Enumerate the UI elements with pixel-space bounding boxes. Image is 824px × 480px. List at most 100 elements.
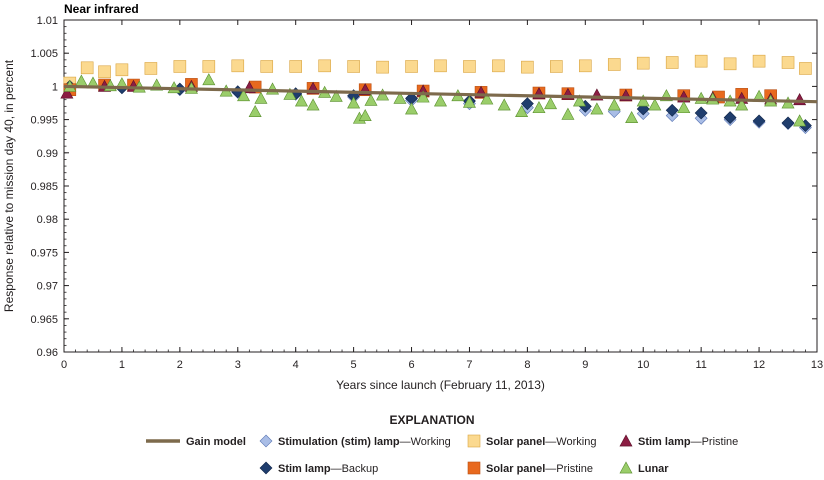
y-tick-label: 0.985: [30, 181, 58, 193]
legend-item-stimulation-stim-lamp-working: Stimulation (stim) lamp—Working: [259, 434, 451, 448]
lunar-point: [405, 102, 419, 115]
x-tick-label: 8: [524, 359, 530, 371]
x-axis: 0 1 2 3 4 5 6 7 8 9 10 11 12 13: [61, 20, 823, 371]
legend-label: Gain model: [186, 436, 246, 448]
x-tick-label: 11: [695, 359, 706, 371]
lunar-point: [793, 114, 807, 127]
legend-item-stim-lamp-backup: Stim lamp—Backup: [259, 461, 378, 475]
lunar-point: [480, 92, 494, 105]
solar-panel-working-point: [173, 60, 187, 73]
legend-label-rest: —Backup: [331, 463, 379, 475]
lunar-point: [266, 82, 280, 95]
legend-label-bold: Solar panel: [486, 463, 545, 475]
x-tick-label: 1: [119, 359, 125, 371]
x-tick-label: 9: [582, 359, 588, 371]
legend-swatch: [619, 434, 633, 447]
solar-panel-working-point: [607, 58, 621, 71]
solar-panel-working-point: [723, 57, 737, 71]
lunar-point: [515, 105, 529, 118]
solar-panel-working-point: [521, 60, 534, 74]
stim-lamp-backup-point: [781, 116, 795, 130]
solar-panel-working-point: [579, 59, 592, 73]
x-tick-label: 13: [811, 359, 823, 371]
x-tick-label: 4: [293, 359, 299, 371]
y-tick-label: 0.995: [30, 115, 58, 127]
legend-label-bold: Lunar: [638, 463, 669, 475]
lunar-point: [283, 87, 297, 100]
legend-label-rest: —Working: [545, 436, 596, 448]
gain-model-line: [63, 84, 818, 104]
stim-lamp-pristine-point: [793, 93, 807, 106]
series-solar-panel-working: [63, 54, 812, 90]
series-gain-model: [63, 84, 818, 104]
lunar-point: [376, 88, 390, 101]
legend-label: Stimulation (stim) lamp—Working: [278, 436, 451, 448]
solar-panel-working-point: [260, 60, 274, 73]
x-tick-label: 7: [466, 359, 472, 371]
legend-item-solar-panel-pristine: Solar panel—Pristine: [467, 461, 593, 475]
legend-item-gain-model: Gain model: [146, 436, 246, 448]
y-tick-label: 1: [52, 81, 58, 93]
x-tick-label: 12: [753, 359, 765, 371]
lunar-point: [74, 74, 88, 87]
chart-title: Near infrared: [64, 2, 139, 16]
y-tick-label: 0.97: [37, 281, 58, 293]
stim-lamp-backup-point: [752, 114, 766, 128]
legend-label: Stim lamp—Backup: [278, 463, 378, 475]
legend-swatch: [259, 461, 273, 475]
legend-item-solar-panel-working: Solar panel—Working: [467, 434, 596, 448]
legend-label-bold: Stim lamp: [278, 463, 331, 475]
stim-lamp-backup-point: [723, 111, 737, 125]
lunar-point: [393, 91, 407, 104]
x-tick-label: 0: [61, 359, 67, 371]
solar-panel-working-point: [289, 60, 302, 73]
lunar-point: [358, 108, 372, 122]
lunar-point: [329, 89, 343, 102]
legend-swatch: [259, 434, 273, 448]
lunar-point: [364, 93, 378, 106]
lunar-point: [573, 94, 587, 107]
solar-panel-working-point: [752, 54, 766, 68]
lunar-point: [416, 90, 430, 103]
solar-panel-working-point: [636, 56, 650, 70]
legend-label-bold: Solar panel: [486, 436, 545, 448]
legend-label-bold: Stimulation (stim) lamp: [278, 436, 400, 448]
solar-panel-working-point: [347, 60, 360, 73]
lunar-point: [735, 98, 749, 111]
legend-label: Solar panel—Working: [486, 436, 596, 448]
solar-panel-working-point: [115, 63, 129, 77]
lunar-point: [202, 73, 216, 86]
lunar-point: [607, 98, 621, 111]
solar-panel-working-point: [231, 59, 245, 73]
solar-panel-working-point: [463, 60, 476, 73]
legend-swatch: [467, 461, 481, 475]
lunar-point: [294, 94, 308, 107]
solar-panel-working-point: [80, 61, 94, 75]
legend-label: Stim lamp—Pristine: [638, 436, 738, 448]
y-axis-title: Response relative to mission day 40, in …: [2, 59, 16, 312]
lunar-point: [648, 98, 662, 111]
solar-panel-working-point: [318, 59, 331, 73]
lunar-point: [306, 98, 320, 111]
lunar-point: [561, 107, 575, 120]
stim-lamp-backup-point: [694, 106, 708, 120]
x-tick-label: 6: [408, 359, 414, 371]
y-tick-label: 0.99: [37, 148, 58, 160]
y-tick-label: 0.98: [37, 214, 58, 226]
lunar-point: [462, 95, 476, 108]
x-tick-label: 3: [235, 359, 241, 371]
legend-label-rest: —Working: [400, 436, 451, 448]
x-axis-title: Years since launch (February 11, 2013): [336, 378, 545, 392]
lunar-point: [625, 110, 639, 124]
x-tick-label: 5: [351, 359, 357, 371]
lunar-point: [433, 94, 448, 107]
lunar-point: [544, 97, 558, 110]
lunar-point: [248, 105, 262, 118]
lunar-point: [677, 101, 691, 114]
legend-label: Solar panel—Pristine: [486, 463, 593, 475]
legend-label-rest: —Pristine: [691, 436, 739, 448]
legend-item-lunar: Lunar: [619, 461, 669, 475]
legend-swatch: [467, 434, 481, 448]
legend-heading: EXPLANATION: [389, 413, 474, 427]
solar-panel-working-point: [492, 59, 505, 73]
